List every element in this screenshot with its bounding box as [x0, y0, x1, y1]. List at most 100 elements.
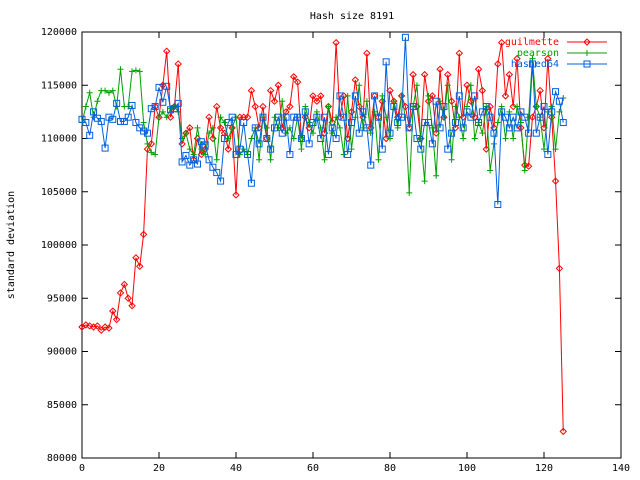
point	[290, 73, 298, 81]
point	[275, 124, 282, 131]
point	[228, 113, 236, 121]
point	[382, 134, 390, 143]
point	[148, 149, 155, 156]
point	[386, 129, 394, 137]
y-tick-label: 105000	[41, 187, 77, 198]
point	[513, 124, 521, 132]
point	[413, 135, 421, 142]
point	[243, 113, 252, 121]
point	[201, 141, 209, 149]
point	[109, 307, 117, 315]
point	[517, 108, 525, 116]
point	[221, 119, 228, 126]
point	[498, 108, 506, 116]
legend-marker	[583, 60, 591, 68]
point	[348, 119, 355, 127]
point	[371, 108, 378, 115]
point	[336, 124, 343, 131]
point	[209, 163, 217, 171]
point	[251, 124, 259, 132]
point	[448, 129, 456, 137]
point	[420, 70, 429, 79]
point	[509, 113, 517, 121]
point	[186, 161, 194, 169]
point	[524, 162, 533, 170]
x-tick-label: 120	[535, 463, 553, 474]
point	[247, 86, 256, 95]
point	[459, 124, 467, 132]
point	[544, 150, 552, 158]
point	[336, 92, 344, 100]
point	[505, 124, 513, 132]
legend-label: hashed64	[511, 59, 559, 70]
point	[363, 49, 371, 58]
point	[521, 167, 528, 174]
point	[467, 97, 475, 105]
point	[317, 135, 325, 142]
point	[274, 113, 282, 121]
point	[340, 113, 348, 121]
point	[360, 124, 367, 131]
point	[371, 92, 379, 100]
point	[286, 150, 294, 158]
point	[332, 135, 340, 142]
series-line	[81, 37, 564, 205]
point	[82, 321, 90, 329]
point	[294, 113, 302, 121]
point	[463, 108, 471, 116]
point	[256, 156, 263, 163]
point	[467, 113, 475, 121]
point	[217, 177, 225, 185]
point	[497, 38, 506, 47]
point	[116, 289, 125, 297]
point	[267, 156, 274, 163]
point	[428, 140, 436, 148]
point	[240, 119, 248, 127]
point	[174, 99, 182, 107]
point	[220, 135, 228, 142]
point	[409, 70, 417, 79]
point	[478, 108, 486, 116]
point	[105, 89, 112, 96]
point	[206, 130, 213, 137]
point	[517, 119, 524, 126]
point	[224, 119, 232, 127]
point	[505, 70, 514, 79]
point	[159, 98, 167, 106]
point	[82, 103, 89, 110]
point	[525, 129, 533, 137]
point	[306, 119, 313, 126]
point	[552, 88, 560, 96]
point	[152, 151, 159, 158]
point	[351, 76, 360, 84]
point	[398, 113, 406, 121]
point	[501, 92, 510, 100]
point	[313, 113, 321, 121]
point	[297, 135, 305, 142]
point	[259, 102, 267, 111]
point	[471, 135, 478, 142]
point	[540, 103, 548, 111]
point	[367, 161, 375, 169]
point	[363, 124, 371, 132]
point	[409, 103, 417, 111]
point	[286, 124, 293, 131]
point	[147, 140, 156, 148]
point	[255, 140, 263, 148]
point	[398, 92, 405, 99]
point	[163, 82, 171, 90]
plot-frame	[81, 31, 622, 459]
point	[113, 99, 121, 107]
point	[263, 135, 271, 142]
point	[428, 92, 437, 100]
point	[494, 119, 501, 126]
point	[356, 82, 363, 89]
point	[517, 124, 525, 132]
point	[198, 146, 205, 153]
point	[139, 230, 148, 239]
point	[394, 119, 402, 127]
point	[390, 103, 398, 111]
point	[374, 113, 382, 121]
point	[94, 98, 101, 105]
point	[478, 86, 487, 95]
